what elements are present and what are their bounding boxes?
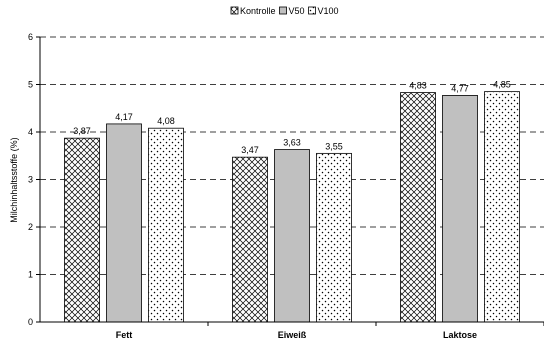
data-label: 4,85 — [493, 80, 511, 90]
y-tick-label: 2 — [28, 222, 33, 232]
y-tick-label: 1 — [28, 270, 33, 280]
bars: 3,87 4,17 4,08 3,47 3,63 3,55 4,83 4,77 4,85 — [64, 80, 520, 323]
bar-kontrolle-2 — [400, 92, 436, 323]
legend-swatch — [308, 6, 316, 15]
bar-v100-2 — [484, 91, 520, 323]
y-tick-label: 5 — [28, 80, 33, 90]
data-label: 3,55 — [325, 141, 343, 151]
bar-v100-1 — [316, 152, 352, 323]
bar-v100-0 — [148, 127, 184, 323]
data-label: 4,17 — [115, 112, 133, 122]
bar-v50-0 — [106, 123, 142, 323]
x-category-label: Laktose — [443, 330, 477, 340]
y-tick-label: 6 — [28, 32, 33, 42]
legend-label: V50 — [289, 6, 305, 16]
legend-label: Kontrolle — [240, 6, 276, 16]
legend-swatch — [230, 6, 239, 15]
data-label: 4,77 — [451, 83, 469, 93]
y-tick-label: 0 — [28, 317, 33, 327]
legend: Kontrolle V50 V100 — [230, 6, 339, 16]
bar-v50-1 — [274, 149, 310, 323]
bar-v50-2 — [442, 95, 478, 323]
data-label: 3,87 — [73, 126, 91, 136]
bar-kontrolle-0 — [64, 137, 100, 323]
data-label: 3,47 — [241, 145, 259, 155]
y-tick-label: 3 — [28, 175, 33, 185]
data-label: 4,08 — [157, 116, 175, 126]
legend-label: V100 — [318, 6, 339, 16]
bar-kontrolle-1 — [232, 156, 268, 323]
data-label: 4,83 — [409, 81, 427, 91]
x-category-label: Eiweiß — [278, 330, 307, 340]
y-tick-label: 4 — [28, 127, 33, 137]
x-category-label: Fett — [116, 330, 133, 340]
data-label: 3,63 — [283, 138, 301, 148]
axes: 0 1 2 3 4 5 6 Fett Eiweiß Laktose — [28, 32, 544, 340]
y-axis-label: Milchinhaltsstoffe (%) — [9, 137, 19, 222]
legend-swatch — [279, 6, 287, 15]
